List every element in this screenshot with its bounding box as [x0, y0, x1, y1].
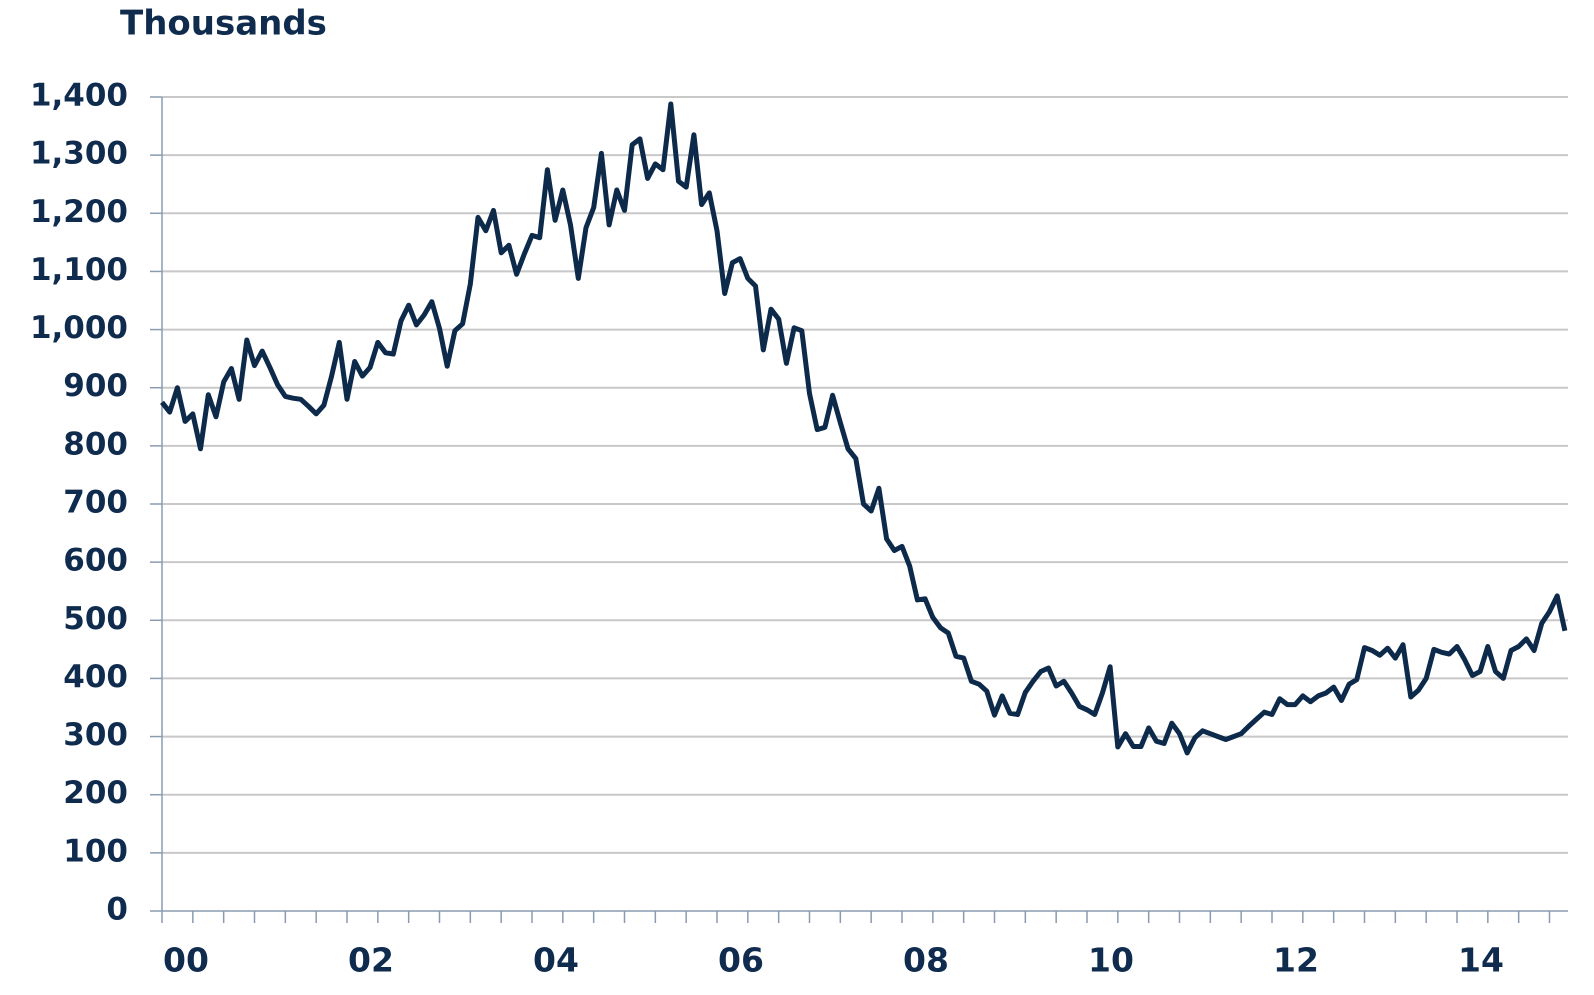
x-tick-label: 14: [1458, 941, 1504, 980]
y-tick-label: 400: [63, 659, 128, 695]
y-tick-label: 0: [106, 892, 128, 928]
y-tick-label: 1,300: [30, 136, 128, 172]
x-tick-label: 10: [1088, 941, 1134, 980]
y-tick-label: 1,100: [30, 252, 128, 288]
x-tick-label: 08: [903, 941, 949, 980]
y-tick-label: 600: [63, 543, 128, 579]
y-tick-label: 1,200: [30, 194, 128, 230]
y-tick-label: 200: [63, 775, 128, 811]
data-line: [160, 101, 1568, 756]
y-tick-label: 1,000: [30, 310, 128, 346]
y-tick-label: 100: [63, 833, 128, 869]
x-tick-label: 02: [348, 941, 394, 980]
y-tick-label: 900: [63, 368, 128, 404]
y-tick-label: 1,400: [30, 78, 128, 114]
x-tick-label: 04: [533, 941, 579, 980]
chart-title: Thousands: [120, 4, 327, 44]
y-tick-label: 500: [63, 601, 128, 637]
y-tick-label: 300: [63, 717, 128, 753]
x-tick-label: 00: [163, 941, 209, 980]
x-tick-label: 06: [718, 941, 764, 980]
y-tick-label: 800: [63, 426, 128, 462]
x-tick-label: 12: [1273, 941, 1319, 980]
y-tick-label: 700: [63, 485, 128, 521]
